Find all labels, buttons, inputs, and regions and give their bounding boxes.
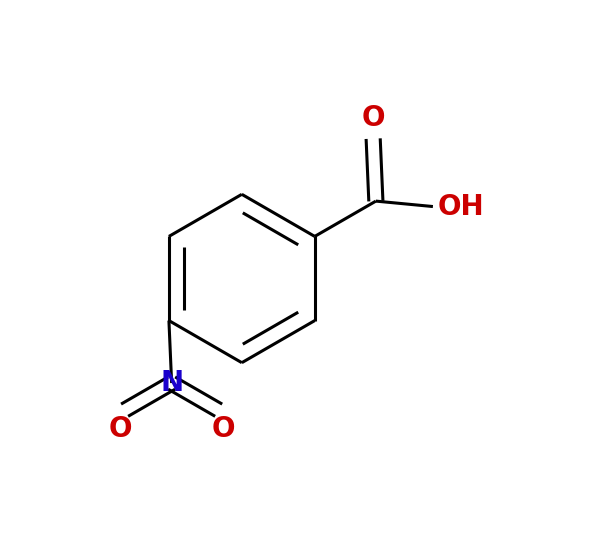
Text: O: O [362, 104, 385, 132]
Text: N: N [160, 369, 183, 397]
Text: O: O [211, 414, 235, 443]
Text: OH: OH [437, 193, 484, 221]
Text: O: O [109, 414, 132, 443]
